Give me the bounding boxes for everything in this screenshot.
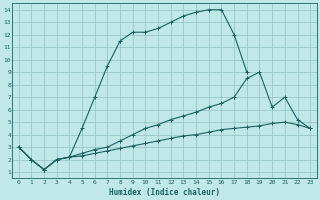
X-axis label: Humidex (Indice chaleur): Humidex (Indice chaleur) bbox=[109, 188, 220, 197]
